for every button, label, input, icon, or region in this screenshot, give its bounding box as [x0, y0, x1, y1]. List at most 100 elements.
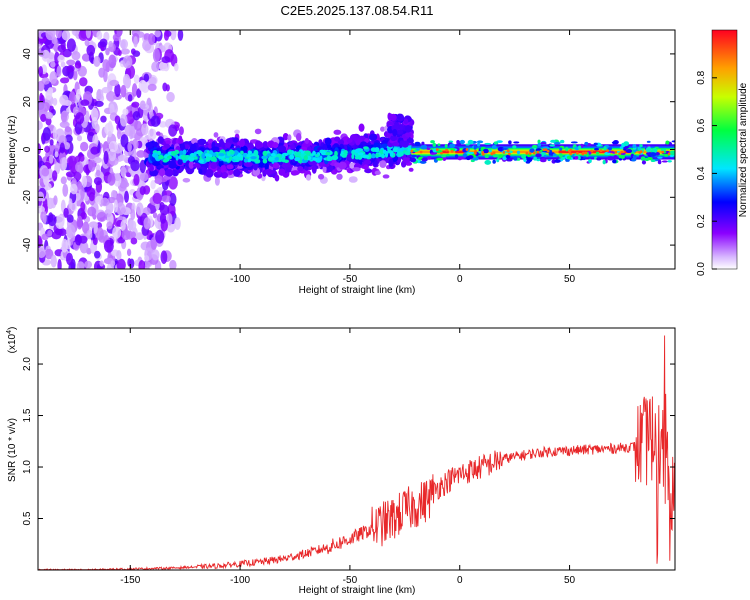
noise-blob [79, 141, 89, 152]
noise-blob [106, 91, 116, 102]
band-blob [374, 170, 381, 176]
band-core-blob [262, 158, 268, 164]
signal-fringe-blob [436, 157, 444, 161]
noise-blob [159, 204, 170, 216]
noise-blob [38, 65, 44, 77]
snr-y-tick-label: 1.0 [22, 460, 33, 474]
signal-dot [536, 150, 540, 154]
band-blob [322, 165, 327, 173]
signal-fringe-blob [430, 152, 436, 155]
noise-blob [52, 97, 58, 106]
noise-blob [57, 54, 65, 63]
spectrogram-y-tick-label: 40 [22, 48, 33, 60]
band-core-blob [232, 155, 239, 160]
signal-fringe-blob [484, 142, 492, 145]
noise-blob [117, 49, 122, 57]
noise-blob [134, 120, 142, 131]
signal-fringe-blob [607, 147, 613, 151]
band-blob [305, 174, 312, 181]
band-blob [388, 158, 394, 168]
noise-blob [87, 206, 97, 217]
signal-dot [528, 152, 532, 155]
noise-blob [110, 260, 116, 267]
signal-dot [542, 148, 546, 152]
noise-blob [158, 61, 168, 72]
signal-fringe-blob [513, 141, 520, 144]
noise-blob [38, 191, 45, 202]
signal-fringe-blob [459, 139, 465, 145]
snr-y-tick-label: 1.5 [22, 408, 33, 422]
noise-blob [94, 100, 104, 108]
noise-blob [69, 162, 76, 172]
band-blob [382, 174, 390, 179]
band-core-blob [240, 150, 244, 155]
signal-fringe-blob [618, 158, 623, 161]
noise-blob [84, 39, 90, 47]
signal-fringe-blob [644, 157, 650, 162]
band-core-blob [209, 150, 213, 155]
band-blob [225, 142, 231, 148]
noise-blob [116, 202, 126, 216]
noise-blob [158, 121, 167, 128]
band-core-blob [162, 159, 169, 163]
band-blob [156, 164, 164, 169]
band-blob [364, 168, 373, 174]
band-blob [295, 133, 302, 142]
noise-blob [132, 110, 141, 121]
noise-blob [139, 100, 146, 110]
signal-dot [435, 148, 439, 151]
noise-blob [133, 74, 140, 84]
snr-line-layer [38, 335, 675, 570]
noise-blob [61, 156, 68, 171]
noise-blob [59, 77, 70, 84]
noise-blob [65, 171, 76, 178]
noise-blob [76, 135, 83, 142]
noise-blob [71, 50, 81, 61]
band-blob [156, 131, 161, 136]
band-blob [324, 137, 332, 146]
band-blob [217, 169, 222, 175]
noise-blob [120, 134, 129, 148]
noise-blob [128, 219, 137, 231]
signal-fringe-blob [593, 142, 598, 146]
band-core-blob [343, 150, 348, 155]
band-blob [304, 165, 309, 171]
noise-blob [74, 121, 83, 135]
signal-dot [576, 151, 579, 155]
noise-blob [93, 250, 101, 259]
signal-fringe-blob [516, 150, 521, 155]
signal-fringe-blob [412, 149, 419, 153]
snr-x-tick-label: -50 [343, 575, 358, 586]
noise-blob [148, 76, 157, 85]
signal-dot [606, 149, 610, 153]
signal-fringe-blob [414, 141, 421, 147]
band-blob [198, 168, 203, 175]
signal-fringe-blob [421, 157, 428, 162]
band-blob [282, 132, 289, 141]
signal-fringe-blob [505, 158, 513, 162]
noise-blob [130, 48, 136, 55]
spectrogram-y-tick-label: -40 [22, 237, 33, 252]
noise-blob [38, 101, 46, 113]
colorbar-ticks: 0.0 0.2 0.4 0.6 0.8 [696, 70, 717, 276]
noise-blob [161, 195, 171, 203]
noise-blob [120, 181, 130, 188]
noise-blob [116, 129, 122, 140]
band-core-blob [193, 156, 198, 160]
signal-fringe-blob [467, 139, 474, 145]
noise-blob [50, 61, 56, 68]
noise-blob [127, 94, 133, 102]
noise-blob [120, 48, 130, 55]
noise-blob [155, 229, 165, 244]
noise-blob [122, 73, 131, 88]
noise-blob [60, 176, 67, 185]
noise-blob [96, 211, 107, 222]
spectrogram-x-tick-label: -50 [343, 274, 358, 285]
noise-blob [90, 146, 100, 155]
band-blob [205, 168, 214, 178]
signal-fringe-blob [531, 144, 538, 149]
band-blob [211, 146, 220, 152]
band-blob [264, 168, 273, 175]
noise-blob [109, 79, 119, 87]
colorbar-tick-label: 0.0 [696, 262, 707, 276]
